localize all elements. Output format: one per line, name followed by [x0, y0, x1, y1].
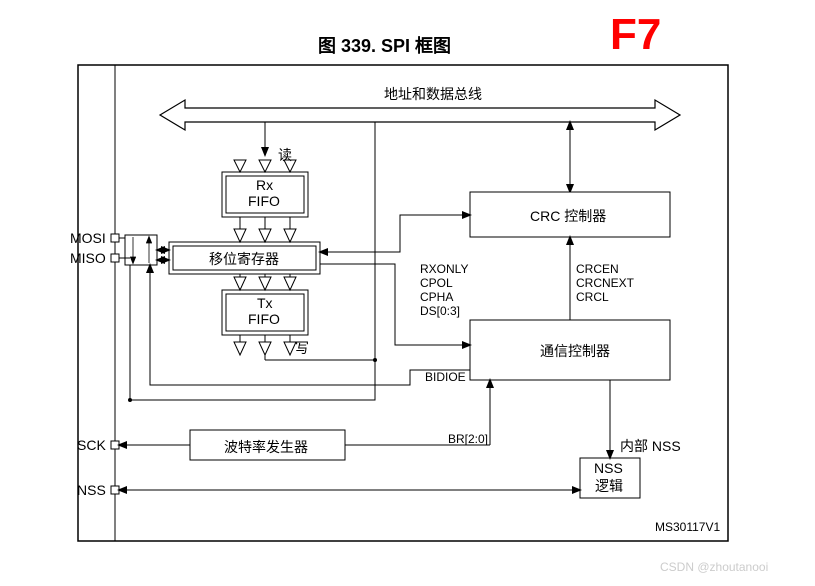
comm-label: 通信控制器 — [540, 341, 610, 361]
miso-port — [111, 254, 119, 262]
read-label: 读 — [278, 145, 292, 165]
sck-port — [111, 441, 119, 449]
bidioe-signal: BIDIOE — [425, 370, 466, 384]
mosi-pin: MOSI — [70, 230, 106, 246]
mosi-port — [111, 234, 119, 242]
cpol-signal: CPOL — [420, 276, 453, 290]
nss-logic-l2: 逻辑 — [595, 476, 623, 496]
shift-to-crc — [320, 215, 470, 252]
ds-signal: DS[0:3] — [420, 304, 460, 318]
shift-reg-label: 移位寄存器 — [209, 249, 279, 269]
rx-fifo-l1: Rx — [256, 177, 273, 193]
crc-label: CRC 控制器 — [530, 206, 606, 226]
doc-id: MS30117V1 — [655, 520, 720, 534]
bus-arrow — [160, 100, 680, 130]
miso-pin: MISO — [70, 250, 106, 266]
watermark: CSDN @zhoutanooi — [660, 560, 768, 574]
shift-to-rx — [234, 217, 296, 242]
sck-pin: SCK — [77, 437, 106, 453]
nss-pin: NSS — [77, 482, 106, 498]
write-to-tx — [234, 335, 296, 355]
rx-fifo-l2: FIFO — [248, 193, 280, 209]
br-signal: BR[2:0] — [448, 432, 488, 446]
crcl-signal: CRCL — [576, 290, 609, 304]
baud-label: 波特率发生器 — [224, 437, 308, 457]
tx-fifo-l1: Tx — [257, 295, 273, 311]
crcnext-signal: CRCNEXT — [576, 276, 634, 290]
nss-port — [111, 486, 119, 494]
internal-nss-label: 内部 NSS — [620, 436, 681, 456]
bus-label: 地址和数据总线 — [384, 84, 482, 104]
nss-logic-l1: NSS — [594, 460, 623, 476]
tx-fifo-l2: FIFO — [248, 311, 280, 327]
cpha-signal: CPHA — [420, 290, 453, 304]
tx-to-shift — [234, 274, 296, 290]
crcen-signal: CRCEN — [576, 262, 619, 276]
rxonly-signal: RXONLY — [420, 262, 468, 276]
io-switch — [125, 235, 157, 265]
write-label: 写 — [295, 338, 309, 358]
